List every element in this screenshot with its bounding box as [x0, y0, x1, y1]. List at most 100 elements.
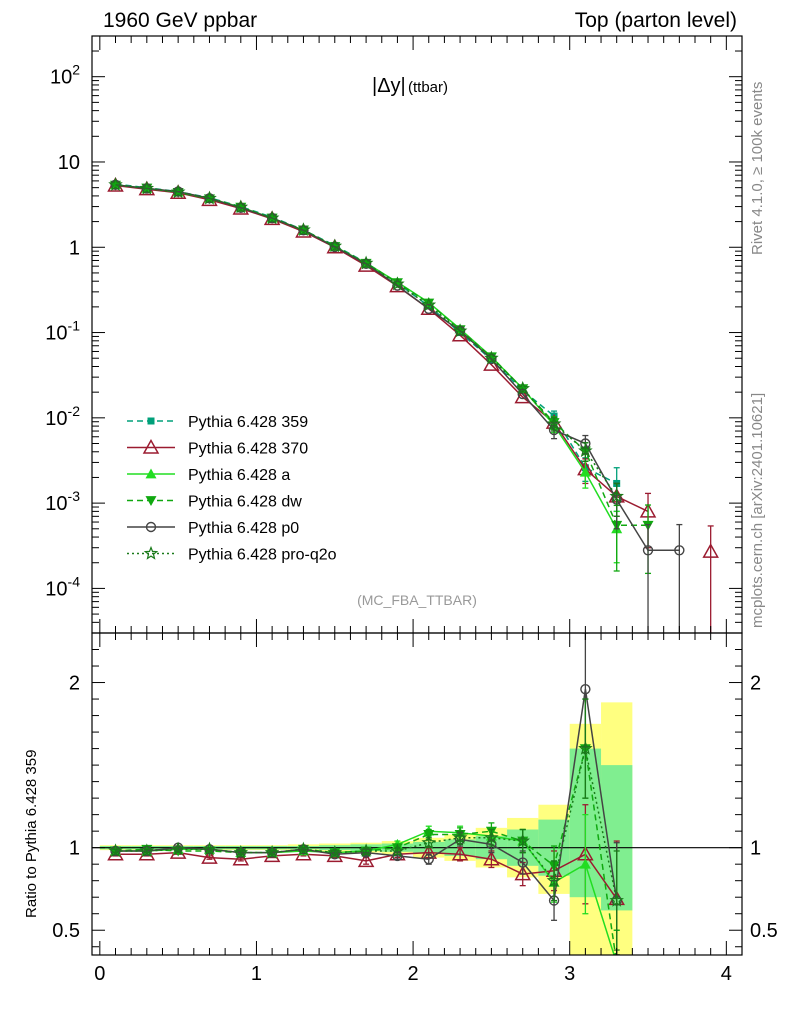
ratio-point	[357, 852, 375, 868]
data-point	[517, 388, 528, 400]
y-tick-exponent: -3	[68, 488, 81, 504]
y-tick-exponent: -1	[68, 318, 81, 334]
y-tick-label: 1	[69, 237, 80, 259]
data-point	[170, 184, 186, 199]
x-tick-label: 2	[408, 963, 419, 985]
ratio-series-pythia-6-428-p0	[110, 633, 622, 955]
series-line	[115, 184, 649, 513]
data-point	[515, 380, 530, 395]
ratio-point	[580, 683, 591, 695]
ratio-point	[108, 843, 123, 858]
data-point	[609, 488, 624, 503]
data-point	[391, 278, 403, 289]
ratio-point	[233, 844, 249, 859]
legend-marker	[145, 521, 157, 533]
data-point	[264, 210, 280, 225]
data-point	[295, 222, 312, 238]
ratio-y-axis-label: Ratio to Pythia 6.428 359	[23, 750, 40, 918]
data-point	[484, 350, 499, 365]
data-point	[298, 225, 309, 236]
data-point	[329, 241, 340, 253]
ratio-point	[578, 740, 593, 755]
ratio-point	[483, 850, 500, 866]
mcplots-label: mcplots.cern.ch [arXiv:2401.10621]	[749, 393, 766, 628]
data-point	[390, 276, 405, 291]
y-tick-label: 10	[58, 152, 80, 174]
ratio-point	[452, 830, 468, 844]
x-tick-label: 4	[721, 963, 732, 985]
legend-label: Pythia 6.428 p0	[188, 520, 299, 537]
y-tick-label: 10-2	[45, 403, 80, 430]
series-pythia-6-428-a	[109, 179, 623, 564]
ratio-point	[329, 849, 340, 860]
data-point	[421, 297, 437, 312]
chart-title-subscript: (ttbar)	[408, 79, 448, 96]
ratio-point	[139, 843, 155, 858]
y-tick-label: 102	[50, 62, 80, 89]
legend-label: Pythia 6.428 dw	[188, 494, 302, 511]
data-point	[642, 545, 654, 556]
ratio-panel: 0.5 0.5 1 1 2 2 0 1 2 3 4 Ratio to Pythia 6.428 359	[23, 632, 778, 985]
y-tick-exponent: -2	[68, 403, 81, 419]
data-point	[579, 466, 591, 477]
main-data-layer	[107, 176, 719, 633]
ratio-point	[296, 841, 311, 856]
ratio-y-tick-label: 0.5	[52, 920, 80, 942]
data-point	[233, 199, 249, 214]
ratio-point	[421, 835, 437, 849]
series-line	[115, 183, 618, 485]
rivet-version-label: Rivet 4.1.0, ≥ 100k events	[749, 82, 766, 255]
ratio-point	[514, 865, 532, 881]
y-tick-exponent: 2	[72, 62, 80, 78]
legend-marker	[145, 496, 157, 506]
ratio-point	[515, 833, 530, 848]
data-point	[578, 443, 593, 458]
ratio-point	[170, 841, 186, 856]
y-tick-label: 10-4	[45, 573, 80, 600]
data-point	[546, 416, 562, 431]
series-pythia-6-428-p0	[110, 179, 685, 633]
data-point	[423, 298, 435, 309]
main-panel: 102 10 1 10-1 10-2 10-3 10-4 |Δy| (ttbar) (MC_FBA…	[45, 35, 743, 634]
legend: Pythia 6.428 359 Pythia 6.428 370 Pythia 6…	[127, 414, 337, 564]
ratio-y-tick-label-right: 2	[750, 673, 761, 695]
legend-marker	[145, 468, 157, 479]
legend-marker	[147, 417, 155, 425]
y-tick-label: 10-1	[45, 318, 80, 345]
y-tick-label: 10-3	[45, 488, 80, 515]
data-point	[674, 545, 685, 556]
ratio-point	[484, 830, 499, 844]
x-tick-label: 3	[564, 963, 575, 985]
ratio-point	[327, 844, 343, 859]
data-point	[139, 180, 155, 195]
series-pythia-6-428-dw	[109, 180, 654, 575]
ratio-y-tick-label: 2	[69, 673, 80, 695]
ratio-data-layer	[92, 633, 742, 969]
data-point	[235, 202, 246, 214]
y-tick-exponent: -4	[68, 573, 81, 589]
x-tick-label: 0	[94, 963, 105, 985]
ratio-point	[546, 873, 562, 887]
analysis-watermark: (MC_FBA_TTBAR)	[357, 592, 477, 608]
legend-label: Pythia 6.428 370	[188, 441, 308, 458]
ratio-point	[423, 854, 434, 865]
ratio-frame	[91, 632, 743, 956]
ratio-point	[390, 843, 405, 858]
legend-label: Pythia 6.428 pro-q2o	[188, 547, 337, 564]
series-line	[115, 184, 618, 497]
data-point	[392, 280, 403, 291]
ratio-point	[611, 959, 622, 969]
ratio-point	[517, 857, 528, 868]
ratio-point	[451, 845, 469, 861]
legend-label: Pythia 6.428 359	[188, 414, 308, 431]
data-point	[296, 222, 311, 237]
series-pythia-6-428-370	[107, 176, 719, 633]
ratio-point	[423, 830, 435, 840]
legend-marker	[142, 438, 160, 454]
chart-title: |Δy|	[372, 75, 406, 97]
data-point	[327, 238, 343, 253]
ratio-y-tick-label-right: 1	[750, 838, 761, 860]
data-point	[358, 255, 374, 270]
ratio-y-tick-label-right: 0.5	[750, 920, 778, 942]
